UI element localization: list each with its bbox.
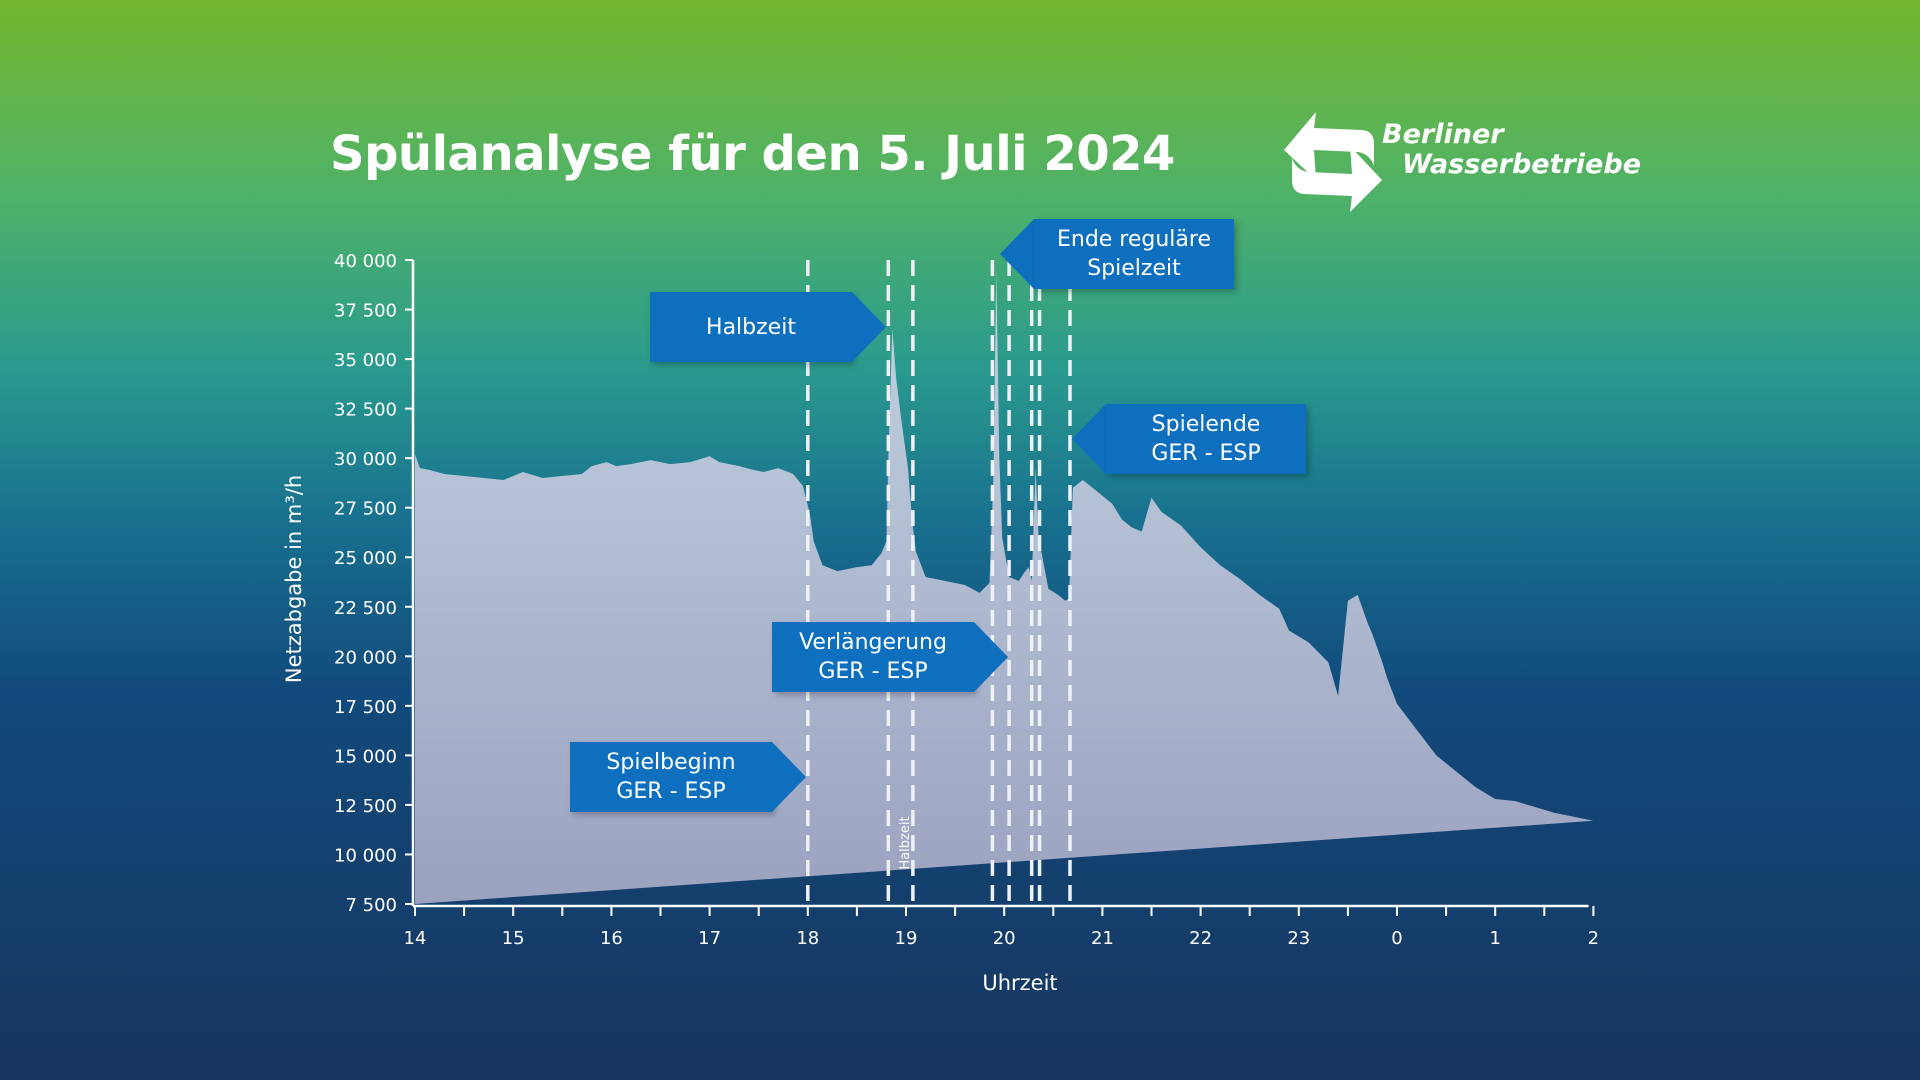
x-tick-label: 2 (1588, 928, 1599, 949)
y-tick-label: 22 500 (334, 598, 397, 619)
y-tick-label: 37 500 (334, 301, 397, 322)
x-tick-label: 1 (1489, 928, 1500, 949)
callout-verlaengerung-label-line1: Verlängerung (799, 630, 947, 655)
page-title: Spülanalyse für den 5. Juli 2024 (330, 126, 1175, 182)
y-tick-label: 27 500 (334, 499, 397, 520)
brand-name-line2: Wasserbetriebe (1402, 149, 1642, 180)
y-tick-label: 7 500 (345, 895, 397, 916)
callout-verlaengerung-label-line2: GER - ESP (818, 659, 928, 684)
y-tick-label: 17 500 (334, 697, 397, 718)
x-tick-label: 22 (1189, 928, 1212, 949)
callout-spielende-label-line2: GER - ESP (1151, 441, 1261, 466)
y-tick-label: 10 000 (334, 845, 397, 866)
x-tick-label: 21 (1091, 928, 1114, 949)
callout-halbzeit: Halbzeit (650, 292, 886, 362)
y-tick-label: 15 000 (334, 746, 397, 767)
x-tick-label: 19 (895, 928, 918, 949)
y-tick-label: 32 500 (334, 400, 397, 421)
x-tick-label: 18 (796, 928, 819, 949)
x-tick-label: 0 (1391, 928, 1402, 949)
halbzeit-annotation: Halbzeit (898, 816, 913, 869)
callout-spielbeginn-label-line2: GER - ESP (616, 779, 726, 804)
x-tick-label: 20 (993, 928, 1016, 949)
callout-spielbeginn: Spielbeginn GER - ESP (570, 742, 806, 812)
callout-ende-regulaere-spielzeit: Ende reguläre Spielzeit (1000, 219, 1234, 289)
x-tick-label: 16 (600, 928, 623, 949)
y-tick-label: 12 500 (334, 796, 397, 817)
callout-spielende: Spielende GER - ESP (1072, 404, 1306, 474)
brand-logo: Berliner Wasserbetriebe (1278, 110, 1641, 218)
callout-spielende-label-line1: Spielende (1151, 412, 1261, 437)
x-tick-label: 15 (502, 928, 525, 949)
callout-ende-label-line2: Spielzeit (1087, 256, 1181, 281)
callout-halbzeit-label: Halbzeit (706, 314, 796, 340)
y-tick-label: 40 000 (334, 251, 397, 272)
x-axis-title: Uhrzeit (982, 971, 1057, 995)
y-tick-label: 20 000 (334, 647, 397, 668)
x-tick-label: 14 (404, 928, 427, 949)
y-tick-label: 35 000 (334, 350, 397, 371)
double-arrow-logo-icon (1284, 112, 1382, 212)
callout-ende-label-line1: Ende reguläre (1056, 227, 1212, 252)
callout-spielbeginn-label-line1: Spielbeginn (606, 750, 736, 775)
y-axis-title: Netzabgabe in m³/h (282, 475, 306, 683)
brand-name-line1: Berliner (1382, 119, 1504, 150)
x-tick-label: 17 (698, 928, 721, 949)
y-tick-label: 30 000 (334, 449, 397, 470)
callout-verlaengerung: Verlängerung GER - ESP (772, 622, 1008, 692)
y-tick-label: 25 000 (334, 548, 397, 569)
x-tick-label: 23 (1287, 928, 1310, 949)
